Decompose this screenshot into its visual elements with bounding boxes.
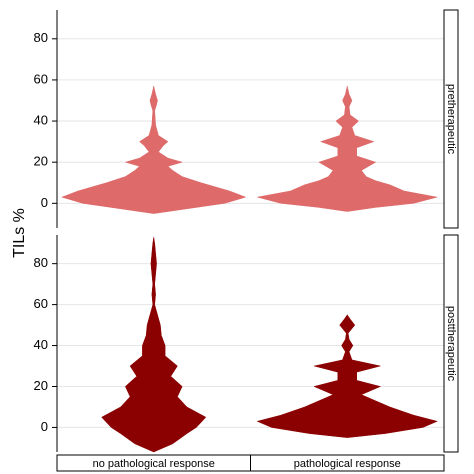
- violin-half: [347, 86, 438, 212]
- category-strip: [250, 454, 445, 472]
- y-tick-label: 0: [41, 195, 48, 210]
- y-tick-label: 60: [34, 71, 48, 86]
- y-axis-title: TILs %: [11, 208, 28, 258]
- y-tick-label: 40: [34, 337, 48, 352]
- facet-label: posttherapeutic: [445, 306, 457, 382]
- violin-half: [153, 86, 247, 214]
- y-tick-label: 40: [34, 112, 48, 127]
- y-tick-label: 20: [34, 154, 48, 169]
- violin-half: [101, 237, 154, 453]
- violin-half: [61, 86, 154, 214]
- x-tick-label: no pathological response: [93, 458, 215, 470]
- violin-half: [257, 86, 348, 212]
- y-tick-label: 20: [34, 378, 48, 393]
- y-tick-label: 0: [41, 419, 48, 434]
- facet-label: pretherapeutic: [445, 84, 457, 155]
- y-tick-label: 80: [34, 255, 48, 270]
- violin-half: [256, 314, 348, 438]
- y-tick-label: 80: [34, 30, 48, 45]
- x-tick-label: pathological response: [294, 458, 401, 470]
- facet-strip: [443, 9, 459, 229]
- y-tick-label: 60: [34, 296, 48, 311]
- facet-strip: [443, 234, 459, 453]
- violin-half: [153, 237, 207, 453]
- violin-half: [347, 314, 439, 438]
